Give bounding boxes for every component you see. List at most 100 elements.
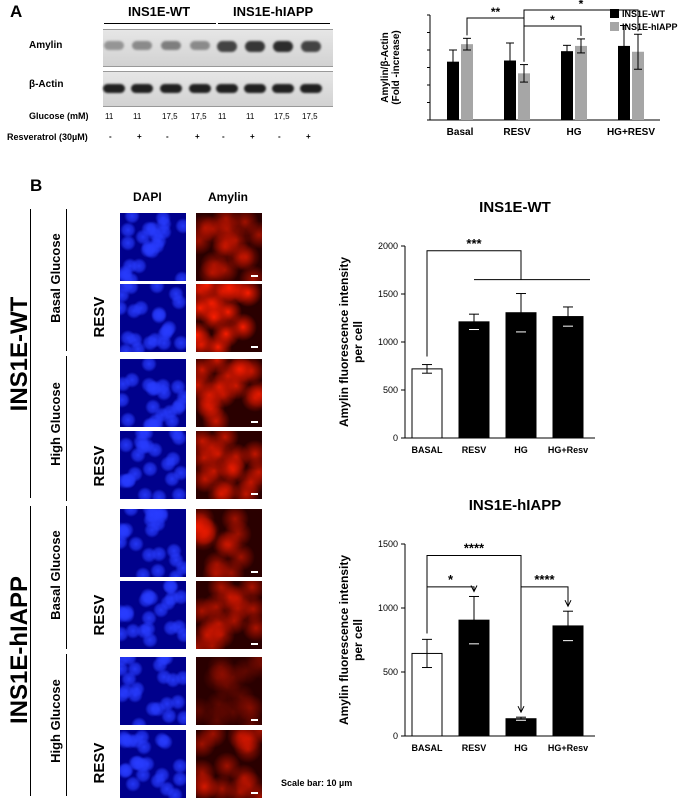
- lane-resveratrol-value: -: [109, 132, 112, 141]
- lane-resveratrol-value: +: [195, 132, 200, 141]
- panel-b-letter: B: [30, 176, 43, 195]
- lane-glucose-value: 17,5: [191, 112, 207, 121]
- lane-glucose-value: 11: [105, 112, 114, 121]
- scale-bar: [251, 346, 258, 348]
- actin-band: [103, 84, 125, 93]
- actin-band: [244, 84, 266, 93]
- label-resv-1: RESV: [91, 296, 108, 338]
- bracket-hiapp-basal: [66, 506, 67, 649]
- dapi-micrograph: [120, 581, 186, 649]
- significance-label: *: [448, 572, 454, 587]
- dapi-micrograph: [120, 730, 186, 798]
- bracket-wt-basal: [66, 209, 67, 351]
- amylin-micrograph: [196, 213, 262, 281]
- bar: [552, 625, 584, 737]
- amylin-band: [161, 41, 181, 51]
- actin-band: [300, 84, 322, 93]
- bracket-wt-high: [66, 356, 67, 501]
- x-tick-label: HG+RESV: [607, 127, 655, 138]
- scale-bar: [251, 719, 258, 721]
- bar: [458, 321, 490, 439]
- dapi-micrograph: [120, 509, 186, 577]
- lane-resveratrol-value: +: [306, 132, 311, 141]
- bar: [505, 312, 537, 439]
- col-dapi: DAPI: [133, 190, 162, 204]
- significance-bracket: [520, 586, 569, 712]
- x-tick-label: BASAL: [412, 445, 444, 455]
- lane-glucose-value: 11: [246, 112, 255, 121]
- x-tick-label: RESV: [462, 743, 487, 753]
- x-tick-label: HG: [567, 127, 582, 138]
- lane-glucose-value: 17,5: [274, 112, 290, 121]
- significance-bracket: [426, 250, 522, 357]
- dapi-micrograph: [120, 359, 186, 427]
- significance-arrow: [564, 599, 572, 608]
- amylin-band: [190, 41, 210, 50]
- amylin-band: [301, 41, 321, 52]
- significance-bracket: [523, 9, 639, 62]
- header-hiapp-rule: [218, 23, 330, 24]
- x-tick-label: HG+Resv: [548, 743, 588, 753]
- y-tick-label: 500: [383, 385, 398, 395]
- lane-resveratrol-value: -: [278, 132, 281, 141]
- hiapp-fluorescence-chart: INS1E-hIAPP 0 500 1000 1500 Amylin fluorescen…: [337, 497, 595, 753]
- bracket-wt: [30, 209, 31, 498]
- significance-label: *: [579, 0, 584, 11]
- bar: [461, 44, 473, 120]
- bar: [411, 368, 443, 439]
- amylin-band: [217, 41, 237, 52]
- lane-resveratrol-value: +: [250, 132, 255, 141]
- actin-band: [131, 84, 153, 93]
- scale-bar: [251, 643, 258, 645]
- dapi-micrograph: [120, 284, 186, 352]
- header-wt: INS1E-WT: [128, 4, 191, 19]
- x-tick-label: HG: [514, 743, 528, 753]
- group-label-wt: INS1E-WT: [6, 296, 33, 412]
- lane-glucose-value: 11: [218, 112, 227, 121]
- bar: [561, 51, 573, 120]
- amylin-band: [273, 41, 293, 53]
- amylin-micrograph: [196, 431, 262, 499]
- amylin-micrograph: [196, 730, 262, 798]
- significance-arrow: [470, 585, 478, 593]
- label-basal-glucose-hiapp: Basal Glucose: [48, 530, 63, 620]
- lane-glucose-value: 11: [133, 112, 142, 121]
- group-label-hiapp: INS1E-hIAPP: [6, 575, 33, 725]
- significance-label: ****: [464, 541, 485, 556]
- header-hiapp: INS1E-hIAPP: [233, 4, 314, 19]
- amylin-micrograph: [196, 509, 262, 577]
- x-tick-label: HG: [514, 445, 528, 455]
- panel-a-letter: A: [10, 2, 23, 21]
- chart-title: INS1E-hIAPP: [469, 497, 562, 514]
- y-tick-label: 2000: [378, 241, 398, 251]
- row-label-amylin: Amylin: [29, 40, 63, 51]
- y-tick-label: 1500: [378, 539, 398, 549]
- lane-resveratrol-value: -: [222, 132, 225, 141]
- bar: [552, 316, 584, 439]
- scale-bar-label: Scale bar: 10 µm: [281, 778, 353, 788]
- amylin-micrograph: [196, 284, 262, 352]
- y-tick-label: 1000: [378, 337, 398, 347]
- bracket-hiapp: [30, 506, 31, 796]
- chart-title: INS1E-WT: [479, 199, 551, 216]
- actin-band: [216, 84, 238, 93]
- row-label-actin: β-Actin: [29, 79, 64, 90]
- significance-label: ***: [466, 236, 482, 251]
- significance-arrow: [517, 705, 525, 714]
- amylin-band: [245, 41, 265, 53]
- lane-resveratrol-value: +: [137, 132, 142, 141]
- bracket-hiapp-high: [66, 654, 67, 796]
- scale-bar: [251, 421, 258, 423]
- y-axis-title: Amylin fluorescence intensityper cell: [337, 257, 365, 427]
- legend-label: INS1E-hIAPP: [622, 22, 678, 32]
- dapi-micrograph: [120, 431, 186, 499]
- actin-band: [160, 84, 182, 93]
- amylin-band: [132, 41, 152, 50]
- lane-glucose-value: 17,5: [162, 112, 178, 121]
- x-tick-label: RESV: [462, 445, 487, 455]
- x-tick-label: BASAL: [412, 743, 444, 753]
- glucose-label: Glucose (mM): [29, 111, 89, 121]
- lane-resveratrol-value: -: [166, 132, 169, 141]
- x-tick-label: Basal: [447, 127, 474, 138]
- amylin-micrograph: [196, 359, 262, 427]
